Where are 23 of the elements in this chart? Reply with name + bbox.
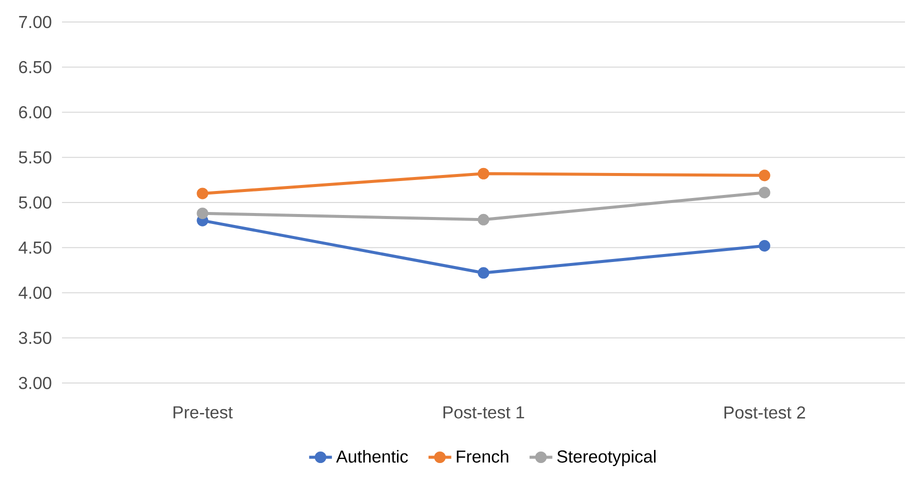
y-tick-label: 7.00 [19, 16, 52, 28]
legend-label: Stereotypical [557, 450, 656, 466]
point [196, 188, 208, 200]
x-tick-label: Post-test 1 [444, 406, 524, 418]
y-tick-label: 5.00 [18, 196, 52, 209]
y-tick-label: 4.50 [18, 241, 52, 254]
y-tick-label: 6.00 [19, 106, 52, 118]
y-tick-label: 3.00 [18, 376, 52, 390]
y-tick-label: 6.50 [19, 60, 52, 74]
point [758, 170, 770, 182]
legend-label: French [456, 450, 508, 463]
y-tick-label: 5.50 [18, 151, 52, 164]
point [478, 267, 490, 279]
point [758, 186, 770, 198]
y-tick-label: 4.00 [18, 286, 52, 299]
x-tick-label: Post-test 2 [724, 406, 806, 419]
y-tick-label: 3.50 [18, 332, 52, 344]
point [478, 214, 490, 226]
legend-label: Authentic [336, 450, 408, 463]
point [758, 240, 770, 252]
point [196, 208, 208, 220]
x-tick-label: Pre-test [174, 406, 233, 418]
point [478, 168, 490, 180]
